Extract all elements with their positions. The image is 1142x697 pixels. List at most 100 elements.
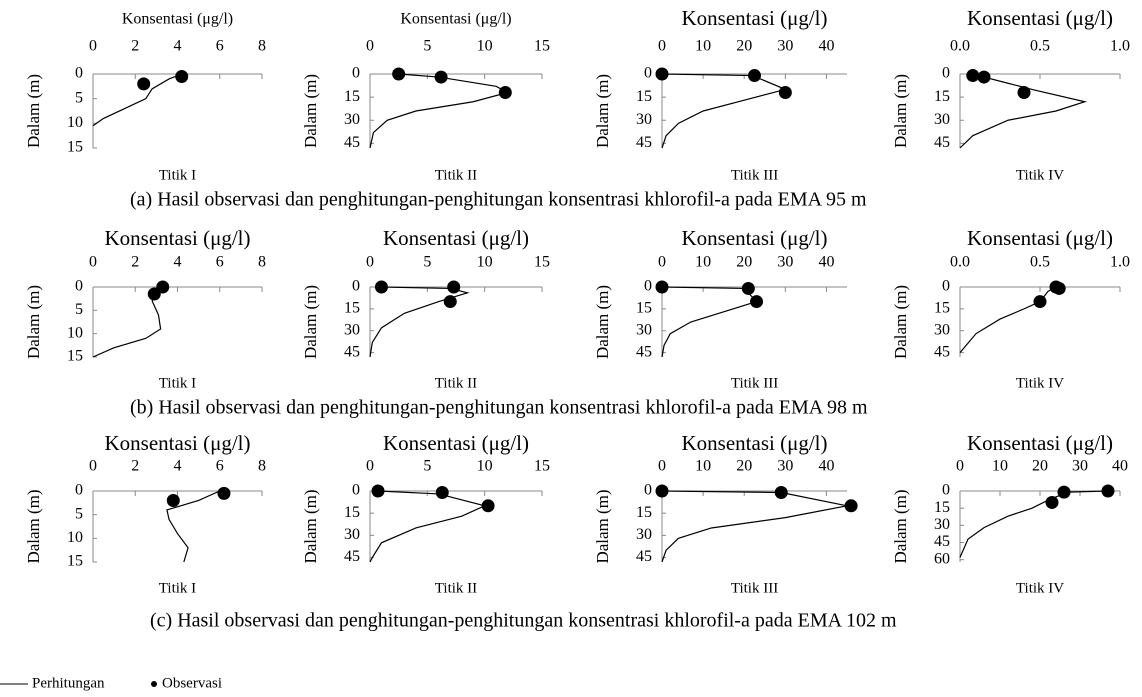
profile-line	[959, 286, 1057, 354]
y-tick-label: 30	[344, 321, 360, 338]
x-tick-label: 15	[534, 254, 550, 271]
x-tick-label: 5	[423, 458, 431, 475]
x-axis-title: Konsentasi (μg/l)	[682, 6, 828, 30]
x-tick-label: 10	[477, 254, 493, 271]
y-tick-label: 0	[942, 278, 950, 295]
y-tick-label: 0	[644, 482, 652, 499]
observation-point	[1017, 86, 1031, 99]
y-tick-label: 30	[344, 526, 360, 543]
y-tick-label: 15	[934, 300, 950, 317]
y-tick-label: 10	[67, 114, 83, 131]
profile-line	[661, 73, 788, 149]
y-tick-label: 45	[344, 548, 360, 565]
y-axis-title: Dalam (m)	[891, 285, 910, 359]
observation-point	[443, 295, 457, 309]
y-tick-label: 0	[644, 65, 652, 82]
x-axis-title: Konsentasi (μg/l)	[682, 226, 828, 250]
y-tick-label: 15	[67, 553, 83, 570]
x-tick-label: 20	[736, 458, 752, 475]
y-tick-label: 30	[934, 321, 950, 338]
observation-point	[778, 86, 792, 99]
observation-point	[655, 484, 669, 498]
x-tick-label: 0.5	[1030, 38, 1050, 55]
x-tick-label: 8	[258, 254, 266, 271]
x-tick-label: 6	[216, 458, 224, 475]
row-caption: (a) Hasil observasi dan penghitungan-pen…	[130, 189, 867, 211]
y-axis-title: Dalam (m)	[593, 74, 612, 148]
y-tick-label: 0	[75, 482, 83, 499]
y-tick-label: 5	[75, 89, 83, 106]
observation-point	[1033, 295, 1047, 309]
y-tick-label: 30	[934, 516, 950, 533]
x-tick-label: 10	[477, 38, 493, 55]
observation-point	[750, 295, 764, 309]
row-caption: (c) Hasil observasi dan penghitungan-pen…	[150, 610, 897, 632]
y-tick-label: 30	[636, 111, 652, 128]
y-axis-title: Dalam (m)	[24, 285, 43, 359]
x-tick-label: 6	[216, 254, 224, 271]
panel-label: Titik IV	[1016, 167, 1064, 183]
x-tick-label: 2	[131, 458, 139, 475]
panel-label: Titik II	[435, 167, 477, 183]
observation-point	[1045, 495, 1059, 509]
y-tick-label: 15	[67, 348, 83, 365]
x-tick-label: 2	[131, 38, 139, 55]
panel-label: Titik I	[159, 580, 196, 596]
panel-label: Titik I	[159, 375, 196, 391]
x-tick-label: 0	[658, 458, 666, 475]
profile-line	[661, 286, 758, 358]
panel-label: Titik II	[435, 375, 477, 391]
y-tick-label: 15	[636, 504, 652, 521]
y-tick-label: 45	[934, 134, 950, 151]
profile-line	[166, 490, 220, 563]
observation-point	[435, 485, 449, 499]
y-tick-label: 45	[636, 134, 652, 151]
x-tick-label: 30	[777, 38, 793, 55]
x-tick-label: 0	[658, 38, 666, 55]
y-tick-label: 30	[636, 526, 652, 543]
profile-line	[959, 73, 1088, 149]
y-tick-label: 15	[934, 88, 950, 105]
observation-point	[966, 69, 980, 83]
x-axis-title: Konsentasi (μg/l)	[105, 431, 251, 455]
x-tick-label: 40	[818, 254, 834, 271]
panel-label: Titik III	[731, 580, 778, 596]
x-axis-title: Konsentasi (μg/l)	[383, 226, 529, 250]
x-tick-label: 0	[89, 458, 97, 475]
observation-point	[1052, 281, 1066, 295]
observation-point	[166, 493, 180, 507]
y-tick-label: 0	[942, 65, 950, 82]
y-tick-label: 15	[934, 499, 950, 516]
x-tick-label: 1.0	[1110, 254, 1130, 271]
y-axis-title: Dalam (m)	[593, 285, 612, 359]
y-tick-label: 45	[934, 343, 950, 360]
panel-label: Titik IV	[1016, 580, 1064, 596]
y-axis-title: Dalam (m)	[24, 74, 43, 148]
profile-line	[369, 73, 510, 149]
observation-point	[655, 67, 669, 81]
observation-point	[374, 280, 388, 294]
y-tick-label: 45	[934, 533, 950, 550]
y-tick-label: 0	[75, 278, 83, 295]
y-tick-label: 60	[934, 550, 950, 567]
observation-point	[447, 280, 461, 294]
x-tick-label: 0	[366, 458, 374, 475]
y-tick-label: 30	[934, 111, 950, 128]
x-tick-label: 2	[131, 254, 139, 271]
x-tick-label: 4	[174, 458, 182, 475]
y-tick-label: 0	[352, 482, 360, 499]
x-tick-label: 5	[423, 38, 431, 55]
x-axis-title: Konsentasi (μg/l)	[682, 431, 828, 455]
x-tick-label: 6	[216, 38, 224, 55]
x-tick-label: 10	[992, 458, 1008, 475]
x-tick-label: 8	[258, 38, 266, 55]
y-axis-title: Dalam (m)	[891, 74, 910, 148]
y-tick-label: 15	[636, 88, 652, 105]
y-tick-label: 15	[344, 88, 360, 105]
x-tick-label: 8	[258, 458, 266, 475]
y-axis-title: Dalam (m)	[891, 489, 910, 563]
y-tick-label: 0	[942, 482, 950, 499]
x-tick-label: 30	[1072, 458, 1088, 475]
y-tick-label: 5	[75, 505, 83, 522]
